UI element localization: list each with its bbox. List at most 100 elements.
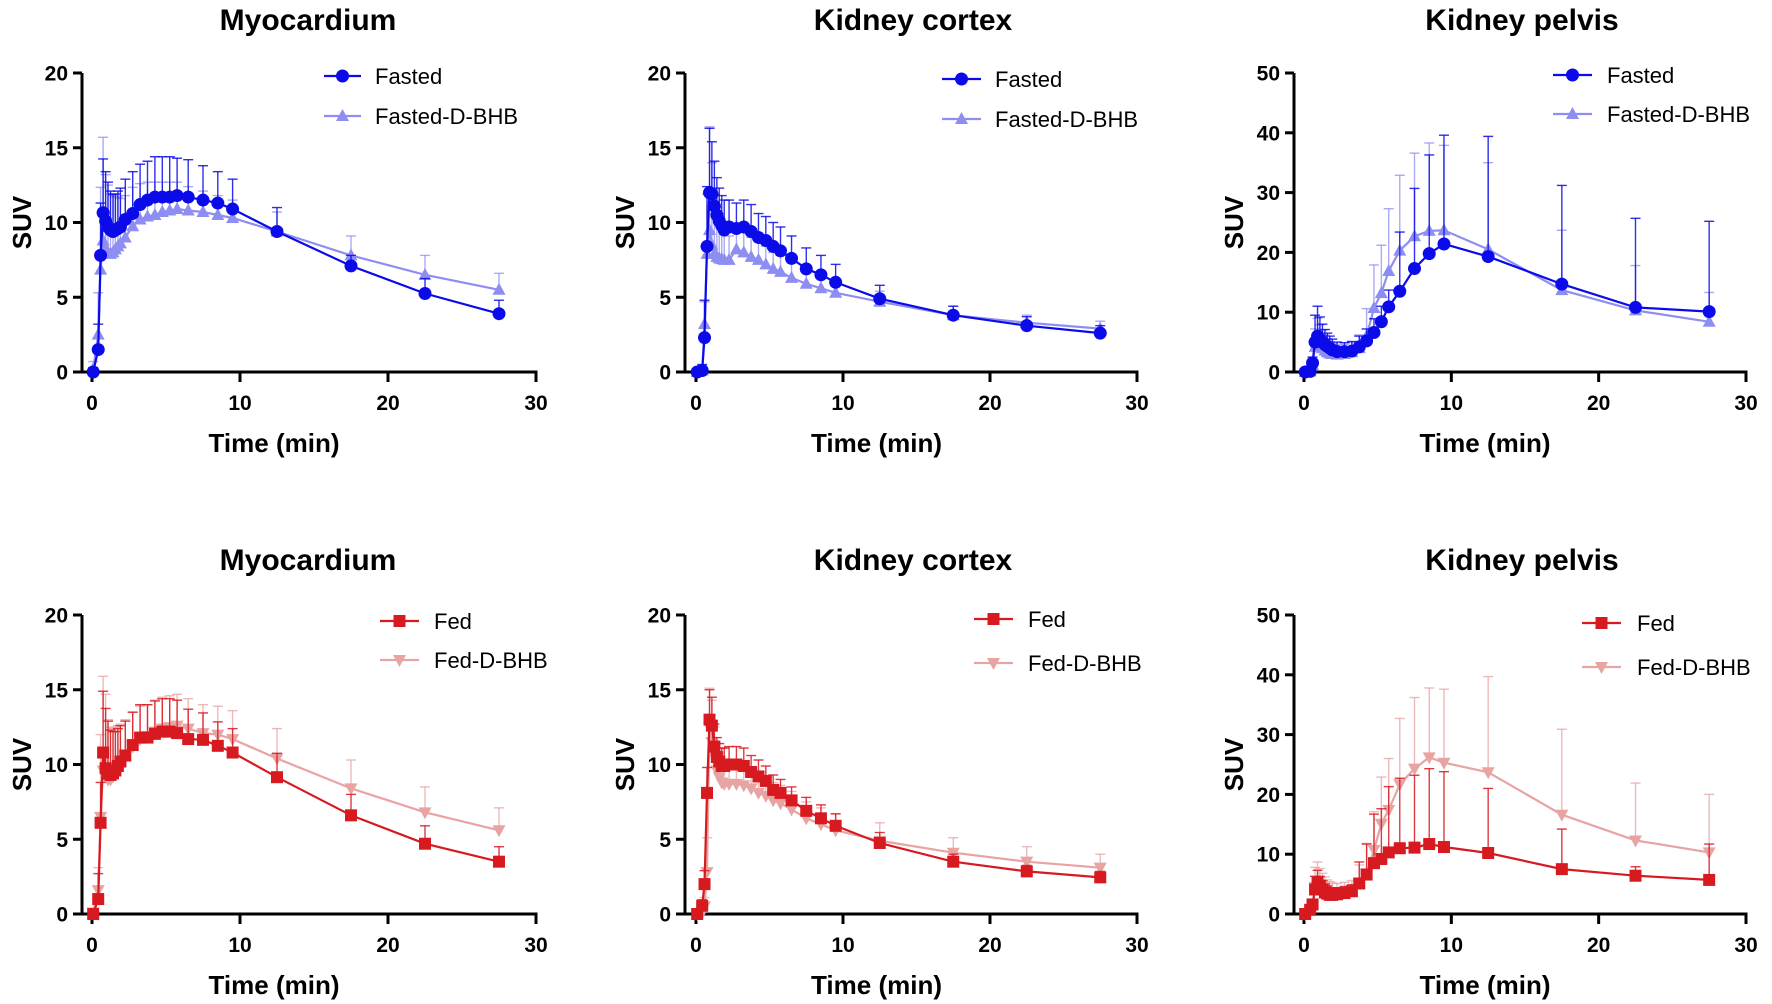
x-tick-label: 30: [1125, 934, 1148, 957]
data-point: [1408, 841, 1421, 854]
data-point: [873, 836, 886, 849]
data-point: [1374, 286, 1388, 299]
data-point: [1374, 315, 1388, 329]
x-tick-label: 10: [228, 934, 251, 957]
data-point: [1703, 873, 1716, 886]
series-fed: [691, 689, 1107, 920]
y-tick-label: 5: [659, 287, 671, 310]
y-tick-label: 0: [1268, 904, 1280, 927]
series-line: [696, 719, 1101, 915]
series-line: [1305, 229, 1710, 374]
data-point: [1555, 809, 1569, 822]
data-point: [1422, 752, 1436, 765]
data-point: [118, 230, 132, 243]
legend-marker: [987, 613, 1000, 625]
data-point: [785, 251, 799, 265]
data-point: [774, 786, 787, 799]
data-point: [814, 281, 828, 294]
data-point: [1020, 856, 1034, 869]
x-tick-label: 30: [524, 934, 547, 957]
x-tick-label: 30: [1734, 392, 1757, 415]
data-point: [744, 249, 758, 262]
legend-marker: [987, 658, 1000, 670]
data-point: [1093, 326, 1107, 340]
x-tick-label: 0: [1298, 392, 1310, 415]
legend-label: Fasted: [375, 64, 442, 89]
data-point: [873, 292, 887, 306]
series-line: [92, 730, 500, 915]
y-axis-label: SUV: [7, 737, 37, 791]
data-point: [418, 287, 432, 301]
data-point: [226, 211, 240, 224]
data-point: [785, 804, 799, 817]
data-point: [774, 264, 788, 277]
y-tick-label: 30: [1257, 182, 1280, 205]
chart-title: Kidney pelvis: [1425, 544, 1618, 577]
x-tick-label: 30: [1734, 934, 1757, 957]
y-tick-label: 30: [1257, 724, 1280, 747]
y-axis-label: SUV: [1219, 737, 1249, 791]
chart-title: Myocardium: [220, 4, 397, 37]
legend-marker: [393, 655, 406, 667]
series-line: [696, 190, 1101, 374]
y-tick-label: 15: [648, 679, 672, 702]
data-point: [170, 202, 184, 215]
legend-item: Fasted-D-BHB: [324, 104, 518, 129]
data-point: [1555, 863, 1568, 876]
series-fed-d-bhb: [86, 675, 506, 920]
data-point: [182, 733, 195, 746]
data-point: [1482, 847, 1495, 860]
data-point: [744, 783, 758, 796]
data-point: [737, 245, 751, 258]
legend-item: Fasted: [324, 64, 442, 89]
x-axis-label: Time (min): [1420, 428, 1551, 458]
data-point: [1382, 846, 1395, 859]
data-point: [86, 365, 100, 379]
data-point: [1360, 334, 1374, 348]
chart-panel: Kidney pelvis 0 10 20 30 40 50 0 10 20 30 Time (min…: [1219, 544, 1758, 1000]
legend-marker: [1595, 617, 1608, 629]
data-point: [1437, 757, 1451, 770]
data-point: [701, 786, 714, 799]
data-point: [705, 719, 718, 732]
series-line: [1304, 756, 1710, 915]
data-point: [695, 364, 709, 378]
data-point: [700, 239, 714, 253]
y-axis-label: SUV: [1219, 195, 1249, 249]
legend-item: Fed: [974, 607, 1066, 632]
data-point: [800, 804, 813, 817]
data-point: [1393, 842, 1406, 855]
data-point: [785, 794, 798, 807]
data-point: [1629, 300, 1642, 314]
data-point: [270, 224, 284, 238]
data-point: [814, 268, 828, 282]
data-point: [705, 187, 719, 201]
data-point: [814, 812, 827, 825]
x-tick-label: 10: [1440, 392, 1463, 415]
data-point: [1629, 869, 1642, 882]
data-point: [829, 819, 842, 832]
series-line: [696, 726, 1101, 916]
y-tick-label: 0: [1268, 362, 1280, 385]
data-point: [774, 798, 788, 811]
chart-panel: Myocardium 0 5 10 15 20 0 10 20 30 Time (min) SUV Fe…: [7, 544, 548, 1000]
legend-label: Fed-D-BHB: [434, 648, 548, 673]
data-point: [1093, 862, 1107, 875]
data-point: [94, 816, 107, 829]
data-point: [722, 252, 736, 265]
data-point: [196, 193, 210, 207]
legend-marker: [1566, 107, 1579, 119]
chart-panel: Kidney cortex 0 5 10 15 20 0 10 20 30 Time (min) SU…: [610, 4, 1149, 458]
y-tick-label: 5: [56, 829, 68, 852]
data-point: [1481, 250, 1495, 264]
data-point: [211, 739, 224, 752]
x-tick-label: 20: [978, 934, 1001, 957]
data-point: [493, 855, 505, 868]
data-point: [698, 331, 712, 345]
x-tick-label: 20: [978, 392, 1001, 415]
y-tick-label: 0: [56, 904, 68, 927]
data-point: [211, 208, 225, 221]
legend-label: Fasted: [995, 67, 1062, 92]
series-fasted: [1298, 134, 1716, 379]
x-tick-label: 30: [1125, 392, 1148, 415]
